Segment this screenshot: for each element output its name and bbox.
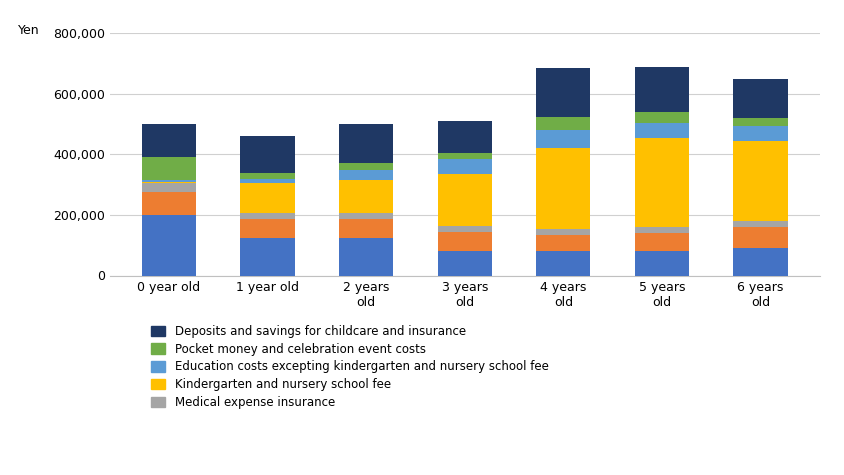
Bar: [536, 228, 590, 235]
Bar: [634, 251, 688, 276]
Bar: [142, 215, 196, 276]
Bar: [437, 153, 491, 159]
Bar: [733, 227, 787, 248]
Bar: [241, 183, 295, 213]
Bar: [733, 79, 787, 118]
Bar: [241, 172, 295, 179]
Bar: [536, 68, 590, 116]
Bar: [733, 118, 787, 125]
Bar: [437, 159, 491, 174]
Bar: [437, 232, 491, 251]
Bar: [634, 66, 688, 112]
Bar: [142, 157, 196, 180]
Bar: [338, 163, 392, 170]
Bar: [338, 213, 392, 219]
Bar: [142, 192, 196, 215]
Bar: [338, 219, 392, 238]
Bar: [733, 125, 787, 141]
Bar: [241, 179, 295, 183]
Bar: [634, 112, 688, 123]
Bar: [142, 183, 196, 192]
Bar: [733, 248, 787, 276]
Bar: [142, 180, 196, 181]
Bar: [733, 221, 787, 227]
Bar: [338, 170, 392, 180]
Bar: [733, 141, 787, 221]
Bar: [634, 227, 688, 233]
Bar: [338, 238, 392, 276]
Bar: [338, 124, 392, 163]
Bar: [437, 174, 491, 226]
Bar: [241, 219, 295, 238]
Bar: [536, 130, 590, 148]
Bar: [634, 123, 688, 138]
Bar: [634, 233, 688, 251]
Bar: [241, 213, 295, 219]
Bar: [536, 148, 590, 228]
Bar: [338, 180, 392, 213]
Bar: [536, 116, 590, 130]
Bar: [437, 226, 491, 232]
Bar: [241, 238, 295, 276]
Bar: [142, 181, 196, 183]
Bar: [437, 121, 491, 153]
Bar: [241, 136, 295, 172]
Text: Yen: Yen: [18, 24, 39, 37]
Bar: [536, 235, 590, 251]
Legend: Deposits and savings for childcare and insurance, Pocket money and celebration e: Deposits and savings for childcare and i…: [151, 325, 548, 409]
Bar: [437, 251, 491, 276]
Bar: [536, 251, 590, 276]
Bar: [142, 124, 196, 157]
Bar: [634, 138, 688, 227]
